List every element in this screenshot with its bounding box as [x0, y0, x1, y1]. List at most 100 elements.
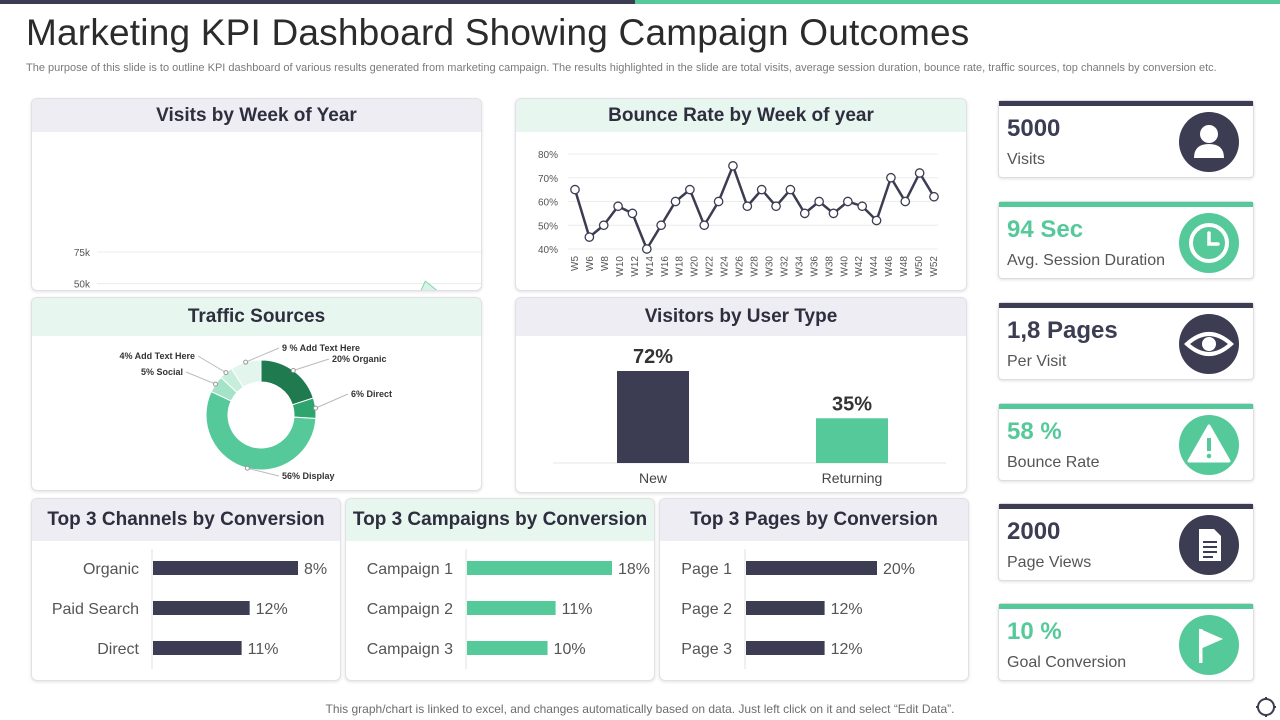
- bar-value-label: 72%: [633, 346, 673, 368]
- y-tick-label: 40%: [538, 245, 558, 256]
- x-tick-label: W32: [779, 256, 790, 277]
- kpi-card-visits[interactable]: 5000 Visits: [998, 100, 1254, 178]
- bar-category-label: New: [639, 470, 668, 486]
- bar-value-label: 10%: [554, 641, 586, 658]
- kpi-value: 58 %: [1007, 418, 1062, 445]
- bounce-chart-panel[interactable]: Bounce Rate by Week of year 80% 70% 60% 50%…: [515, 98, 967, 291]
- y-tick-label: 50k: [74, 280, 91, 291]
- y-tick-label: 60%: [538, 198, 558, 209]
- x-tick-label: W5: [570, 256, 581, 271]
- label-leader-line: [185, 371, 216, 385]
- label-leader-line: [315, 393, 349, 409]
- donut-slice: [205, 390, 317, 471]
- bounce-data-point: [584, 232, 595, 242]
- bounce-data-point: [886, 172, 896, 183]
- flag-icon: [1179, 615, 1239, 675]
- x-tick-label: W8: [600, 256, 611, 271]
- campaigns-bar-chart[interactable]: Campaign 1 18% Campaign 2 11% Campaign 3 10%: [346, 499, 655, 681]
- bounce-data-point: [929, 191, 939, 202]
- x-tick-label: W42: [854, 256, 865, 277]
- donut-slice-label: 20% Organic: [332, 354, 387, 364]
- bar-category-label: Organic: [83, 561, 139, 578]
- kpi-accent-bar: [999, 202, 1253, 207]
- kpi-card-pages-per-visit[interactable]: 1,8 Pages Per Visit: [998, 302, 1254, 380]
- x-tick-label: W26: [735, 256, 746, 277]
- bounce-data-point: [742, 201, 753, 212]
- kpi-card-session-duration[interactable]: 94 Sec Avg. Session Duration: [998, 201, 1254, 279]
- channels-chart-panel[interactable]: Top 3 Channels by Conversion Organic 8% Pa…: [31, 498, 341, 681]
- kpi-card-bounce-rate[interactable]: 58 % Bounce Rate: [998, 403, 1254, 481]
- kpi-value: 10 %: [1007, 618, 1062, 645]
- bounce-line-chart[interactable]: 80% 70% 60% 50% 40% W5 W6 W8 W10 W12 W14 W16 W18 W20 W…: [516, 99, 967, 291]
- kpi-card-page-views[interactable]: 2000 Page Views: [998, 503, 1254, 581]
- x-tick-label: W12: [630, 256, 641, 277]
- bar-value-label: 20%: [883, 561, 915, 578]
- kpi-accent-bar: [999, 604, 1253, 609]
- pages-chart-panel[interactable]: Top 3 Pages by Conversion Page 1 20% Page …: [659, 498, 969, 681]
- bounce-data-point: [613, 201, 623, 212]
- hbar: [153, 601, 250, 615]
- bounce-data-point: [685, 184, 695, 195]
- traffic-chart-panel[interactable]: Traffic Sources 20% Organic 6% Direct 56% …: [31, 297, 482, 491]
- kpi-label: Page Views: [1007, 554, 1092, 571]
- bounce-data-point: [699, 220, 710, 231]
- bounce-data-point: [771, 201, 781, 212]
- bar-category-label: Page 2: [681, 601, 732, 618]
- bounce-data-point: [728, 161, 738, 171]
- bar-category-label: Paid Search: [52, 601, 139, 618]
- pages-bar-chart[interactable]: Page 1 20% Page 2 12% Page 3 12%: [660, 499, 969, 681]
- x-tick-label: W14: [645, 256, 656, 277]
- donut-slice-label: 4% Add Text Here: [119, 351, 195, 361]
- x-tick-label: W6: [585, 256, 596, 271]
- bounce-data-point: [857, 201, 868, 212]
- bar-category-label: Returning: [822, 470, 883, 486]
- x-tick-label: W40: [839, 256, 850, 277]
- usertype-bar: [617, 371, 689, 463]
- visits-chart-panel[interactable]: Visits by Week of Year 75k50k25k0kW5W6W8…: [31, 98, 482, 291]
- x-tick-label: W16: [660, 256, 671, 277]
- page-title: Marketing KPI Dashboard Showing Campaign…: [26, 12, 970, 53]
- gear-icon[interactable]: [1255, 696, 1277, 718]
- y-tick-label: 70%: [538, 174, 558, 185]
- bounce-data-point: [785, 184, 796, 195]
- label-leader-dot: [290, 368, 296, 374]
- kpi-accent-bar: [999, 504, 1253, 509]
- bar-category-label: Page 1: [681, 561, 732, 578]
- kpi-label: Bounce Rate: [1007, 454, 1100, 471]
- bounce-data-point: [842, 196, 853, 207]
- bar-value-label: 8%: [304, 561, 327, 578]
- kpi-value: 5000: [1007, 115, 1061, 142]
- x-tick-label: W48: [899, 256, 910, 277]
- channels-bar-chart[interactable]: Organic 8% Paid Search 12% Direct 11%: [32, 499, 341, 681]
- kpi-label: Per Visit: [1007, 353, 1067, 370]
- bar-category-label: Direct: [97, 641, 139, 658]
- traffic-donut-chart[interactable]: 20% Organic 6% Direct 56% Display 5% Social…: [32, 298, 482, 491]
- campaigns-chart-title: Top 3 Campaigns by Conversion: [346, 499, 654, 541]
- user-icon: [1179, 112, 1239, 172]
- bounce-data-point: [656, 220, 667, 231]
- donut-slice: [230, 359, 262, 388]
- kpi-card-goal-conversion[interactable]: 10 % Goal Conversion: [998, 603, 1254, 681]
- x-tick-label: W50: [914, 256, 925, 277]
- hbar: [467, 641, 548, 655]
- label-leader-dot: [244, 465, 250, 471]
- x-tick-label: W28: [750, 256, 761, 277]
- kpi-label: Goal Conversion: [1007, 654, 1127, 671]
- kpi-value: 1,8 Pages: [1007, 317, 1118, 344]
- bounce-data-point: [900, 196, 911, 207]
- visits-series-area: [420, 280, 438, 290]
- bounce-data-point: [871, 215, 882, 226]
- usertype-bar-chart[interactable]: 72% New 35% Returning: [516, 298, 967, 493]
- kpi-accent-bar: [999, 303, 1253, 308]
- x-tick-label: W52: [929, 256, 940, 277]
- hbar: [153, 561, 298, 575]
- bar-value-label: 12%: [256, 601, 288, 618]
- visits-area-chart[interactable]: 75k50k25k0kW5W6W8W10W12W14W16W18W20W22W2…: [32, 99, 482, 291]
- kpi-label: Visits: [1007, 151, 1045, 168]
- usertype-chart-panel[interactable]: Visitors by User Type 72% New 35% Returning: [515, 297, 967, 493]
- bounce-data-point: [598, 220, 609, 231]
- hbar: [746, 561, 877, 575]
- campaigns-chart-panel[interactable]: Top 3 Campaigns by Conversion Campaign 1…: [345, 498, 655, 681]
- y-tick-label: 50%: [538, 221, 558, 232]
- page-subtitle: The purpose of this slide is to outline …: [26, 62, 1217, 74]
